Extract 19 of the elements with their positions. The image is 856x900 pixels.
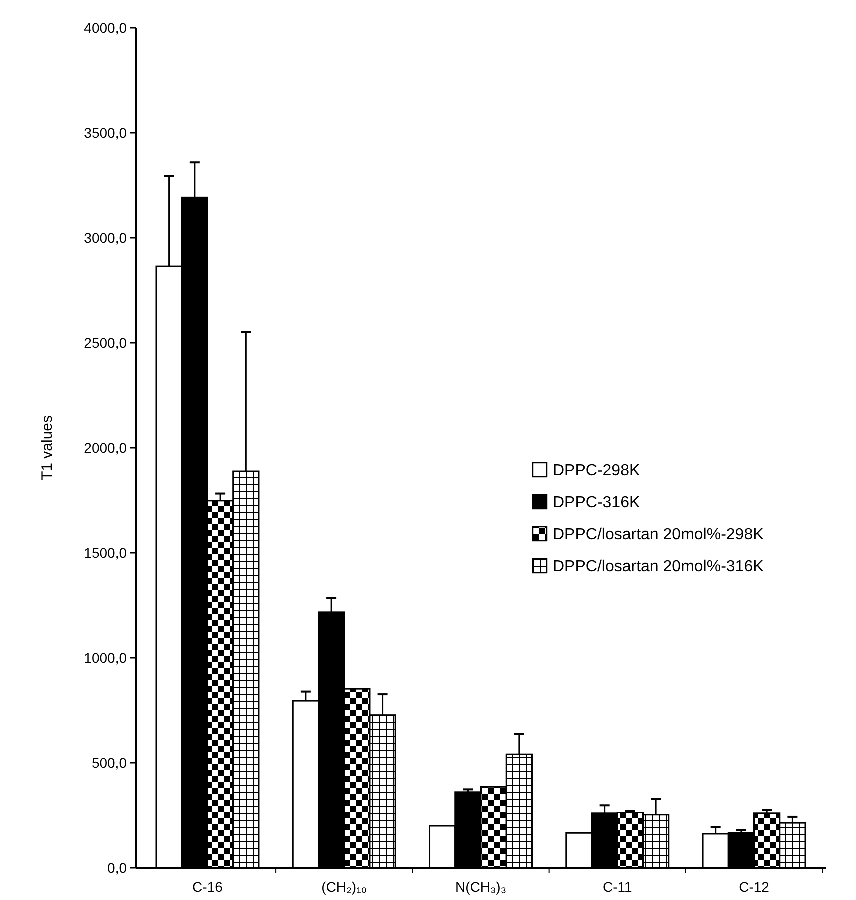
- y-tick-label: 4000,0: [84, 20, 128, 36]
- legend-label: DPPC/losartan 20mol%-298K: [553, 526, 764, 544]
- x-tick-label: N(CH₃)₃: [455, 879, 507, 895]
- y-tick-label: 2000,0: [84, 440, 128, 456]
- y-tick-label: 3000,0: [84, 230, 128, 246]
- y-tick-label: 1500,0: [84, 544, 128, 561]
- y-tick-label: 1000,0: [84, 650, 128, 666]
- x-tick-label: C-12: [739, 879, 770, 895]
- legend-label: DPPC-298K: [553, 462, 640, 480]
- x-tick-label: C-16: [192, 879, 224, 895]
- legend-label: DPPC/losartan 20mol%-316K: [553, 558, 764, 576]
- x-tick-label: (CH₂)₁₀: [322, 879, 368, 895]
- legend-label: DPPC-316K: [553, 494, 640, 512]
- x-tick-label: C-11: [602, 879, 632, 895]
- y-tick-label: 500,0: [92, 754, 128, 771]
- y-tick-label: 0,0: [108, 860, 128, 876]
- y-axis-title: T1 values: [39, 415, 56, 481]
- y-tick-label: 2500,0: [84, 334, 128, 351]
- y-tick-label: 3500,0: [84, 124, 128, 141]
